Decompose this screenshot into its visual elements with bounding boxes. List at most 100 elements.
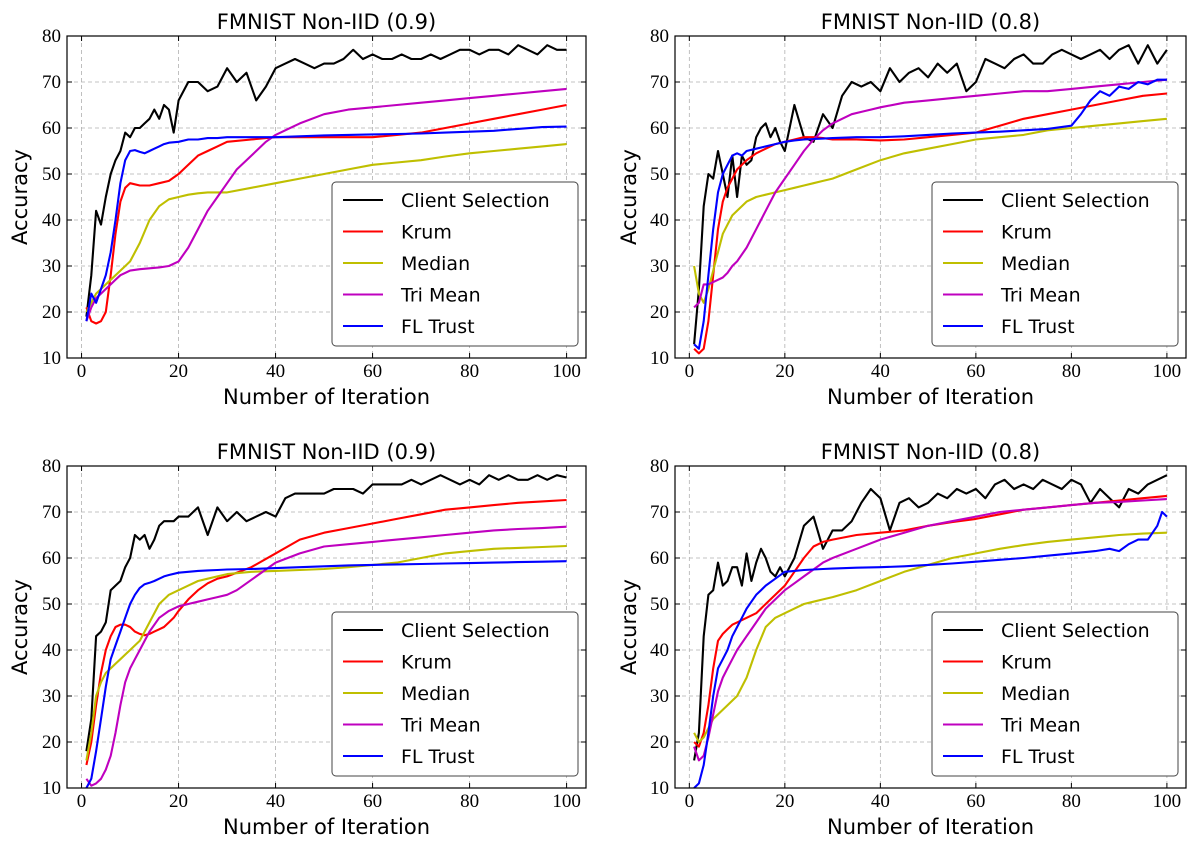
- series-line-median: [693, 117, 1168, 304]
- x-tick-label: 80: [1062, 791, 1081, 812]
- x-tick-label: 40: [266, 361, 285, 382]
- y-tick-label: 30: [650, 686, 669, 707]
- y-tick-label: 20: [42, 732, 61, 753]
- series-line-client-selection: [693, 474, 1168, 761]
- chart-panel-1: 0 20 40 60 80 100 10 20 30 40 50 60 70 80 FMNIST Non-I…: [8, 10, 587, 409]
- series-line-fl-trust: [693, 78, 1167, 350]
- y-tick-label: 50: [650, 594, 669, 615]
- legend-label: Median: [401, 683, 470, 705]
- y-tick-label: 70: [650, 72, 669, 93]
- y-tick-label: 40: [650, 210, 669, 231]
- legend-label: FL Trust: [1001, 316, 1075, 338]
- x-tick-label: 100: [552, 361, 581, 382]
- y-tick-label: 80: [650, 26, 669, 47]
- legend: Client Selection Krum Median Tri Mean FL Tru…: [931, 181, 1179, 347]
- legend: Client Selection Krum Median Tri Mean FL Tru…: [931, 611, 1179, 777]
- x-axis-label: Number of Iteration: [223, 815, 430, 839]
- x-tick-label: 0: [77, 791, 87, 812]
- legend-label: Tri Mean: [1000, 715, 1081, 737]
- series-line-median: [693, 531, 1167, 744]
- legend-box: [931, 181, 1179, 347]
- series-line-tri-mean: [693, 498, 1167, 762]
- legend: Client Selection Krum Median Tri Mean FL Tru…: [331, 611, 579, 777]
- legend-box: [331, 181, 579, 347]
- y-tick-label: 10: [650, 348, 669, 369]
- chart-title: FMNIST Non-IID (0.9): [217, 10, 436, 34]
- legend-label: Krum: [401, 652, 452, 674]
- legend-box: [931, 611, 1179, 777]
- chart-title: FMNIST Non-IID (0.9): [217, 440, 436, 464]
- series-line-client-selection: [85, 474, 567, 752]
- y-tick-label: 20: [42, 302, 61, 323]
- y-tick-label: 40: [42, 210, 61, 231]
- x-tick-label: 100: [1153, 791, 1182, 812]
- x-tick-label: 60: [966, 791, 985, 812]
- series-line-krum: [693, 92, 1168, 355]
- x-tick-label: 80: [460, 791, 479, 812]
- y-tick-label: 20: [650, 302, 669, 323]
- series-line-fl-trust: [85, 125, 567, 322]
- y-tick-label: 40: [650, 640, 669, 661]
- chart-panel-4: 0 20 40 60 80 100 10 20 30 40 50 60 70 80 FMNIST Non-I…: [617, 440, 1187, 839]
- y-tick-label: 40: [42, 640, 61, 661]
- x-tick-label: 0: [685, 361, 695, 382]
- legend-label: Client Selection: [401, 620, 550, 642]
- y-axis-label: Accuracy: [617, 149, 641, 245]
- x-tick-label: 40: [871, 791, 890, 812]
- x-axis-label: Number of Iteration: [827, 815, 1034, 839]
- x-tick-label: 20: [775, 791, 794, 812]
- legend-label: FL Trust: [1001, 746, 1075, 768]
- legend-label: Client Selection: [1001, 620, 1150, 642]
- y-axis-label: Accuracy: [8, 149, 32, 245]
- series-line-median: [85, 143, 567, 313]
- legend-label: Median: [1001, 683, 1070, 705]
- series-line-tri-mean: [85, 87, 567, 322]
- legend-label: Krum: [401, 222, 452, 244]
- x-tick-label: 100: [552, 791, 581, 812]
- y-tick-label: 70: [650, 502, 669, 523]
- y-tick-label: 60: [42, 118, 61, 139]
- series-line-median: [85, 544, 567, 761]
- y-tick-label: 30: [42, 686, 61, 707]
- y-tick-label: 60: [650, 548, 669, 569]
- x-axis-label: Number of Iteration: [223, 385, 430, 409]
- y-tick-label: 50: [42, 164, 61, 185]
- series-line-tri-mean: [693, 78, 1168, 309]
- legend-label: Median: [1001, 253, 1070, 275]
- x-tick-label: 60: [363, 361, 382, 382]
- y-tick-label: 20: [650, 732, 669, 753]
- plot-frame: [66, 465, 587, 789]
- x-tick-label: 20: [775, 361, 794, 382]
- chart-title: FMNIST Non-IID (0.8): [821, 440, 1040, 464]
- legend-label: FL Trust: [401, 746, 475, 768]
- series-line-krum: [85, 103, 567, 325]
- legend-label: Tri Mean: [400, 285, 481, 307]
- series-line-fl-trust: [85, 560, 567, 789]
- x-axis-label: Number of Iteration: [827, 385, 1034, 409]
- legend-label: Client Selection: [1001, 190, 1150, 212]
- plot-frame: [66, 35, 587, 359]
- plot-frame: [674, 35, 1187, 359]
- y-tick-label: 80: [650, 456, 669, 477]
- y-tick-label: 60: [42, 548, 61, 569]
- x-tick-label: 100: [1153, 361, 1182, 382]
- legend: Client Selection Krum Median Tri Mean FL Tru…: [331, 181, 579, 347]
- y-tick-label: 30: [42, 256, 61, 277]
- series-line-tri-mean: [85, 525, 567, 787]
- y-tick-label: 80: [42, 456, 61, 477]
- y-tick-label: 10: [42, 778, 61, 799]
- x-tick-label: 0: [685, 791, 695, 812]
- x-tick-label: 0: [77, 361, 87, 382]
- y-tick-label: 60: [650, 118, 669, 139]
- legend-label: Tri Mean: [1000, 285, 1081, 307]
- y-axis-label: Accuracy: [617, 579, 641, 675]
- y-tick-label: 50: [42, 594, 61, 615]
- x-tick-label: 60: [363, 791, 382, 812]
- legend-label: FL Trust: [401, 316, 475, 338]
- series-line-client-selection: [85, 44, 567, 317]
- chart-title: FMNIST Non-IID (0.8): [821, 10, 1040, 34]
- y-tick-label: 70: [42, 502, 61, 523]
- chart-panel-2: 0 20 40 60 80 100 10 20 30 40 50 60 70 80 FMNIST Non-I…: [617, 10, 1187, 409]
- series-line-krum: [85, 498, 567, 766]
